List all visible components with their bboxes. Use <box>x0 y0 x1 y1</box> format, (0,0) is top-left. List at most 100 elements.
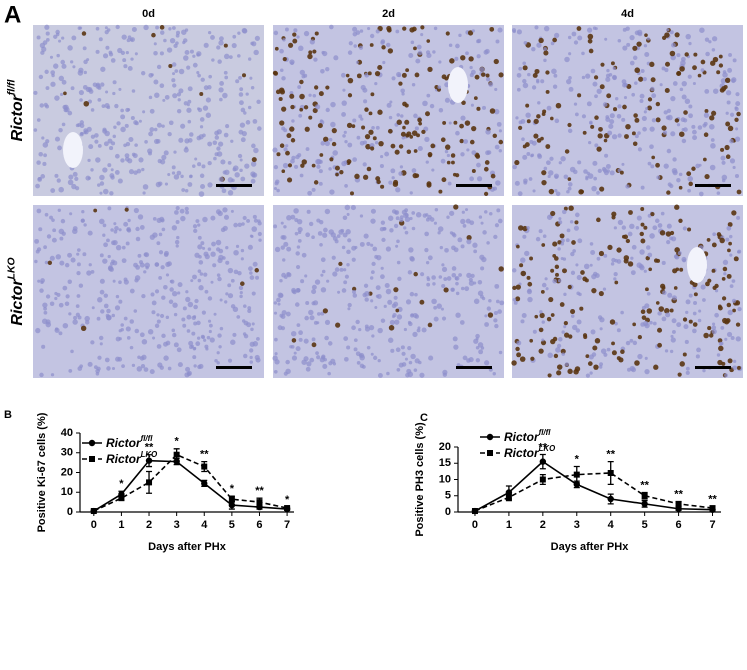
stained-nucleus <box>559 233 565 239</box>
nucleus <box>324 319 331 325</box>
nucleus <box>408 360 413 365</box>
nucleus <box>466 272 472 279</box>
nucleus <box>325 66 330 72</box>
nucleus <box>202 216 208 223</box>
nucleus <box>114 170 120 175</box>
marker <box>201 463 208 470</box>
stained-nucleus <box>634 117 640 123</box>
nucleus <box>242 28 248 34</box>
nucleus <box>242 215 247 221</box>
nucleus <box>293 28 298 33</box>
y-axis-title: Positive Ki-67 cells (%) <box>36 412 48 532</box>
nucleus <box>639 99 644 104</box>
nucleus <box>319 119 323 123</box>
nucleus <box>350 205 356 211</box>
x-tick-label: 0 <box>472 519 478 531</box>
nucleus <box>405 299 412 305</box>
stained-nucleus <box>339 170 344 175</box>
nucleus <box>82 46 87 51</box>
stained-nucleus <box>303 105 309 110</box>
nucleus <box>521 313 527 319</box>
stained-nucleus <box>726 302 732 308</box>
nucleus <box>343 280 348 285</box>
nucleus <box>606 347 611 352</box>
nucleus <box>184 49 190 55</box>
nucleus <box>688 104 693 109</box>
nucleus <box>171 332 177 338</box>
stained-nucleus <box>377 109 383 115</box>
stained-nucleus <box>564 332 570 338</box>
nucleus <box>363 233 369 239</box>
stained-nucleus <box>460 55 466 61</box>
nucleus <box>609 119 615 125</box>
nucleus <box>531 46 536 52</box>
micrograph <box>33 205 264 378</box>
nucleus <box>223 132 229 138</box>
nucleus <box>87 99 92 104</box>
stained-nucleus <box>556 370 562 376</box>
nucleus <box>184 188 189 193</box>
nucleus <box>68 312 72 316</box>
nucleus <box>475 333 480 339</box>
stained-nucleus <box>475 154 481 159</box>
marker <box>471 508 478 515</box>
nucleus <box>163 38 167 43</box>
genotype-name: Rictor <box>106 436 142 450</box>
stained-nucleus <box>661 35 667 40</box>
nucleus <box>281 310 287 316</box>
stained-nucleus <box>338 261 343 267</box>
nucleus <box>647 252 653 258</box>
nucleus <box>223 53 230 60</box>
nucleus <box>669 349 674 354</box>
y-tick-label: 15 <box>439 457 451 469</box>
nucleus <box>175 41 179 45</box>
nucleus <box>664 68 669 73</box>
stained-nucleus <box>678 218 683 223</box>
nucleus <box>298 45 304 52</box>
marker <box>228 501 236 509</box>
stained-nucleus <box>453 120 458 125</box>
y-tick-label: 0 <box>445 506 451 518</box>
nucleus <box>148 95 153 100</box>
nucleus <box>39 372 44 378</box>
nucleus <box>670 96 676 102</box>
nucleus <box>112 80 117 85</box>
stained-nucleus <box>727 125 734 132</box>
nucleus <box>200 334 205 339</box>
stained-nucleus <box>317 123 323 129</box>
nucleus <box>178 137 184 143</box>
nucleus <box>372 246 378 252</box>
stained-nucleus <box>653 364 659 370</box>
nucleus <box>320 273 324 277</box>
stained-nucleus <box>660 283 666 289</box>
nucleus <box>131 27 137 33</box>
nucleus <box>108 52 114 57</box>
nucleus <box>133 170 138 175</box>
nucleus <box>273 164 279 170</box>
nucleus <box>240 137 246 143</box>
nucleus <box>561 352 566 356</box>
nucleus <box>186 329 191 333</box>
nucleus <box>425 160 429 164</box>
nucleus <box>282 162 289 169</box>
nucleus <box>102 188 109 195</box>
nucleus <box>462 223 467 228</box>
nucleus <box>176 92 182 97</box>
stained-nucleus <box>441 177 447 183</box>
stained-nucleus <box>567 284 572 290</box>
series-line <box>474 472 713 512</box>
nucleus <box>237 153 243 159</box>
nucleus <box>114 103 119 109</box>
nucleus <box>560 238 565 243</box>
nucleus <box>136 366 143 372</box>
genotype-superscript: LKO <box>141 450 157 459</box>
nucleus <box>250 171 256 177</box>
nucleus <box>106 308 111 314</box>
nucleus <box>609 170 615 176</box>
stained-nucleus <box>476 106 481 111</box>
stained-nucleus <box>498 139 504 145</box>
nucleus <box>673 254 679 259</box>
nucleus <box>702 298 706 302</box>
nucleus <box>306 361 312 367</box>
nucleus <box>120 158 125 163</box>
